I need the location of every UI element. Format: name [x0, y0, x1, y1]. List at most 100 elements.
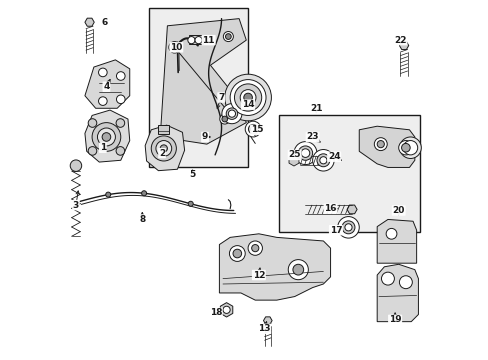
Text: 15: 15	[250, 125, 263, 134]
Text: 17: 17	[329, 226, 342, 235]
Polygon shape	[85, 60, 129, 108]
Circle shape	[223, 306, 230, 314]
Circle shape	[298, 146, 312, 160]
Circle shape	[401, 143, 409, 152]
Circle shape	[233, 249, 241, 258]
Circle shape	[251, 244, 258, 252]
Circle shape	[97, 128, 115, 146]
Text: 5: 5	[189, 170, 195, 179]
Text: 18: 18	[209, 308, 222, 317]
Circle shape	[244, 121, 261, 137]
Circle shape	[301, 149, 309, 157]
Bar	[278, 116, 419, 232]
Polygon shape	[376, 264, 418, 321]
Circle shape	[234, 84, 261, 111]
Circle shape	[312, 149, 333, 171]
Circle shape	[70, 160, 81, 171]
Circle shape	[293, 141, 316, 165]
Polygon shape	[346, 205, 356, 214]
Text: 8: 8	[139, 215, 145, 224]
Text: 9: 9	[202, 132, 208, 141]
Circle shape	[156, 140, 171, 156]
Circle shape	[224, 74, 271, 121]
Polygon shape	[145, 125, 184, 171]
Circle shape	[195, 37, 202, 44]
Text: 2: 2	[159, 149, 165, 158]
Text: 22: 22	[393, 36, 406, 45]
Circle shape	[222, 116, 227, 122]
Circle shape	[222, 104, 242, 124]
Circle shape	[341, 221, 354, 234]
Text: 19: 19	[388, 315, 401, 324]
Circle shape	[319, 157, 326, 164]
Text: 12: 12	[252, 270, 264, 279]
Circle shape	[105, 192, 110, 197]
Circle shape	[399, 137, 421, 158]
Circle shape	[344, 224, 351, 231]
Circle shape	[223, 32, 233, 41]
Circle shape	[398, 140, 412, 155]
Circle shape	[168, 41, 180, 53]
Bar	[149, 8, 247, 167]
Circle shape	[116, 147, 124, 155]
Circle shape	[250, 127, 255, 132]
Text: 4: 4	[103, 82, 109, 91]
Circle shape	[316, 154, 329, 167]
Text: 6: 6	[102, 18, 107, 27]
Polygon shape	[263, 317, 271, 324]
Text: 25: 25	[288, 150, 300, 159]
Polygon shape	[376, 220, 416, 263]
Circle shape	[160, 145, 167, 152]
Circle shape	[373, 138, 386, 150]
Circle shape	[99, 97, 107, 105]
Circle shape	[337, 217, 359, 238]
Polygon shape	[399, 41, 408, 50]
Polygon shape	[288, 154, 298, 166]
Bar	[188, 36, 202, 44]
Circle shape	[219, 114, 229, 124]
Circle shape	[116, 119, 124, 127]
Circle shape	[292, 264, 303, 275]
Circle shape	[229, 246, 244, 261]
Circle shape	[116, 72, 125, 80]
Circle shape	[171, 44, 178, 50]
Text: 1: 1	[100, 143, 106, 152]
Text: 10: 10	[170, 43, 182, 52]
Polygon shape	[85, 18, 94, 26]
Circle shape	[376, 140, 384, 148]
Text: 24: 24	[327, 152, 340, 161]
Polygon shape	[219, 234, 330, 300]
Circle shape	[142, 191, 146, 196]
Text: 20: 20	[392, 206, 404, 215]
Text: 3: 3	[73, 201, 79, 210]
Circle shape	[102, 133, 110, 141]
Polygon shape	[359, 126, 414, 167]
Circle shape	[228, 110, 235, 117]
Bar	[158, 125, 169, 134]
Circle shape	[88, 119, 97, 127]
Text: 21: 21	[309, 104, 322, 113]
Polygon shape	[85, 110, 129, 162]
Circle shape	[116, 95, 125, 104]
Circle shape	[226, 108, 237, 120]
Text: 13: 13	[258, 324, 270, 333]
Circle shape	[187, 37, 195, 44]
Circle shape	[403, 140, 417, 155]
Circle shape	[88, 147, 97, 155]
Circle shape	[287, 260, 308, 280]
Polygon shape	[220, 303, 232, 317]
Text: 7: 7	[218, 93, 224, 102]
Circle shape	[92, 123, 121, 151]
Circle shape	[399, 276, 411, 289]
Text: 16: 16	[324, 204, 336, 213]
Text: 11: 11	[202, 36, 214, 45]
Circle shape	[230, 80, 265, 116]
Circle shape	[247, 241, 262, 255]
Text: 14: 14	[241, 100, 254, 109]
Circle shape	[99, 68, 107, 77]
Polygon shape	[160, 19, 246, 144]
Circle shape	[244, 93, 252, 102]
Text: 23: 23	[306, 132, 318, 141]
Circle shape	[386, 228, 396, 239]
Circle shape	[248, 125, 257, 134]
